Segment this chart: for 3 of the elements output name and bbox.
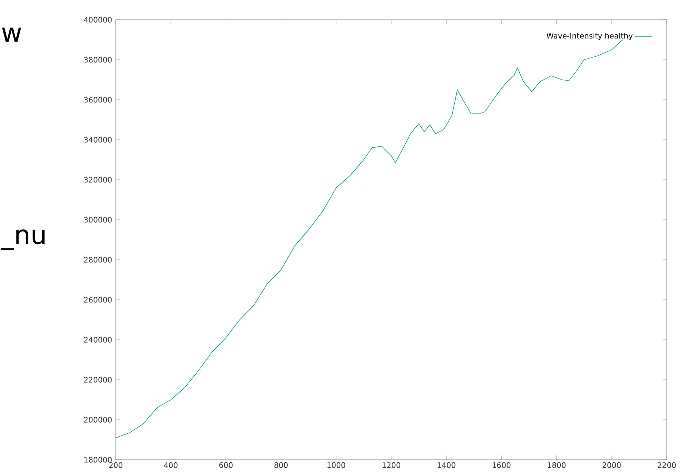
text: _nu bbox=[0, 230, 45, 250]
text: w bbox=[2, 28, 22, 42]
line-series bbox=[116, 40, 624, 438]
